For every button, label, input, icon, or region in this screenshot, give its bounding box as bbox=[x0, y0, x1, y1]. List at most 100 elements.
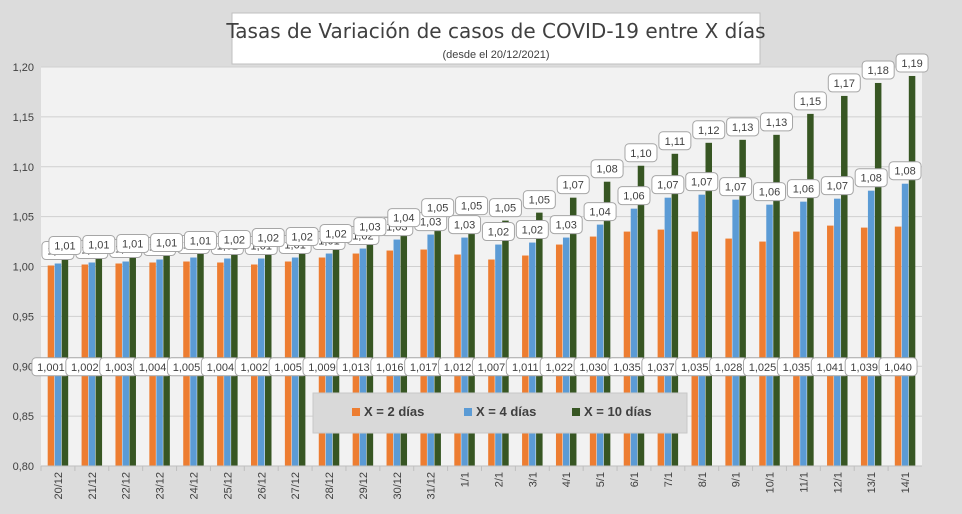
chart-subtitle: (desde el 20/12/2021) bbox=[442, 49, 549, 61]
data-label: 1,11 bbox=[665, 136, 686, 148]
data-label: 1,02 bbox=[291, 232, 312, 244]
data-label-box bbox=[481, 222, 515, 242]
bar bbox=[841, 95, 848, 467]
data-label: 1,02 bbox=[325, 229, 346, 241]
data-label: 1,030 bbox=[579, 362, 607, 374]
data-label: 1,19 bbox=[901, 58, 922, 70]
legend bbox=[312, 392, 688, 434]
bar bbox=[766, 204, 773, 466]
x-tick-label: 8/1 bbox=[697, 472, 709, 487]
data-label-box bbox=[116, 234, 150, 254]
bar bbox=[461, 237, 468, 466]
y-tick-label: 1,10 bbox=[13, 162, 34, 174]
bar bbox=[657, 229, 665, 466]
data-label: 1,07 bbox=[827, 181, 848, 193]
data-label-box bbox=[183, 231, 217, 251]
bar bbox=[739, 139, 746, 466]
data-label-box bbox=[82, 235, 116, 255]
x-tick-label: 22/12 bbox=[121, 472, 133, 500]
data-label: 1,025 bbox=[749, 362, 777, 374]
x-tick-label: 1/1 bbox=[460, 472, 472, 487]
data-label: 1,02 bbox=[522, 225, 543, 237]
bar bbox=[691, 231, 698, 466]
data-label: 1,17 bbox=[834, 78, 855, 90]
legend-entry: X = 2 días bbox=[364, 404, 424, 419]
data-label-box bbox=[888, 161, 922, 181]
bar bbox=[807, 113, 814, 466]
y-tick-label: 1,15 bbox=[13, 112, 34, 124]
legend-swatch bbox=[352, 408, 360, 416]
bar bbox=[603, 181, 611, 466]
bar bbox=[495, 244, 502, 466]
y-tick-label: 1,05 bbox=[13, 212, 34, 224]
data-label-box bbox=[217, 230, 251, 250]
data-label: 1,05 bbox=[495, 203, 516, 215]
legend-swatch bbox=[464, 408, 472, 416]
data-label-box bbox=[583, 202, 617, 222]
data-label: 1,01 bbox=[122, 239, 143, 251]
x-tick-label: 2/1 bbox=[493, 472, 505, 487]
data-label-box bbox=[685, 172, 719, 192]
data-label-box bbox=[651, 175, 685, 195]
data-label-box bbox=[387, 208, 421, 228]
data-label-box bbox=[624, 143, 658, 163]
data-label: 1,009 bbox=[308, 362, 336, 374]
data-label: 1,004 bbox=[139, 362, 167, 374]
data-label: 1,04 bbox=[589, 207, 610, 219]
x-tick-label: 24/12 bbox=[188, 472, 200, 500]
data-label: 1,002 bbox=[240, 362, 268, 374]
bar bbox=[827, 225, 834, 466]
bar bbox=[698, 194, 705, 466]
data-label: 1,039 bbox=[850, 362, 878, 374]
data-label-box bbox=[421, 198, 455, 218]
data-label-box bbox=[861, 60, 895, 80]
data-label-box bbox=[549, 215, 583, 235]
legend-entry: X = 10 días bbox=[584, 404, 652, 419]
x-tick-label: 26/12 bbox=[256, 472, 268, 500]
legend-swatch bbox=[572, 408, 580, 416]
data-label: 1,01 bbox=[88, 240, 109, 252]
x-tick-label: 10/1 bbox=[765, 472, 777, 493]
data-label: 1,05 bbox=[461, 201, 482, 213]
data-label-box bbox=[251, 228, 285, 248]
data-label: 1,037 bbox=[647, 362, 675, 374]
data-label: 1,01 bbox=[156, 238, 177, 250]
x-tick-label: 27/12 bbox=[290, 472, 302, 500]
data-label-box bbox=[786, 179, 820, 199]
data-label: 1,040 bbox=[884, 362, 912, 374]
bar bbox=[834, 198, 841, 467]
bar bbox=[759, 241, 766, 466]
data-label: 1,022 bbox=[545, 362, 573, 374]
data-label: 1,002 bbox=[71, 362, 99, 374]
data-label: 1,02 bbox=[488, 227, 509, 239]
data-label: 1,07 bbox=[691, 177, 712, 189]
data-label: 1,005 bbox=[173, 362, 201, 374]
bar bbox=[705, 142, 712, 466]
chart-title: Tasas de Variación de casos de COVID-19 … bbox=[225, 19, 765, 43]
bar bbox=[860, 227, 868, 466]
data-label: 1,08 bbox=[860, 173, 881, 185]
data-label-box bbox=[522, 190, 556, 210]
data-label: 1,007 bbox=[478, 362, 506, 374]
data-label-box bbox=[515, 220, 549, 240]
data-label-box bbox=[719, 177, 753, 197]
data-label: 1,10 bbox=[630, 148, 651, 160]
x-tick-label: 20/12 bbox=[53, 472, 65, 500]
data-label: 1,03 bbox=[556, 220, 577, 232]
data-label: 1,028 bbox=[715, 362, 743, 374]
bar bbox=[468, 218, 475, 466]
bar bbox=[623, 231, 631, 466]
y-tick-label: 0,95 bbox=[13, 311, 34, 323]
data-label-box bbox=[658, 131, 692, 151]
bar bbox=[502, 220, 509, 466]
bar bbox=[562, 237, 570, 466]
bar bbox=[569, 197, 577, 467]
bar bbox=[596, 224, 604, 466]
x-tick-label: 31/12 bbox=[426, 472, 438, 500]
data-label: 1,05 bbox=[427, 203, 448, 215]
x-tick-label: 25/12 bbox=[222, 472, 234, 500]
x-tick-label: 13/1 bbox=[866, 472, 878, 493]
bar bbox=[874, 82, 882, 467]
